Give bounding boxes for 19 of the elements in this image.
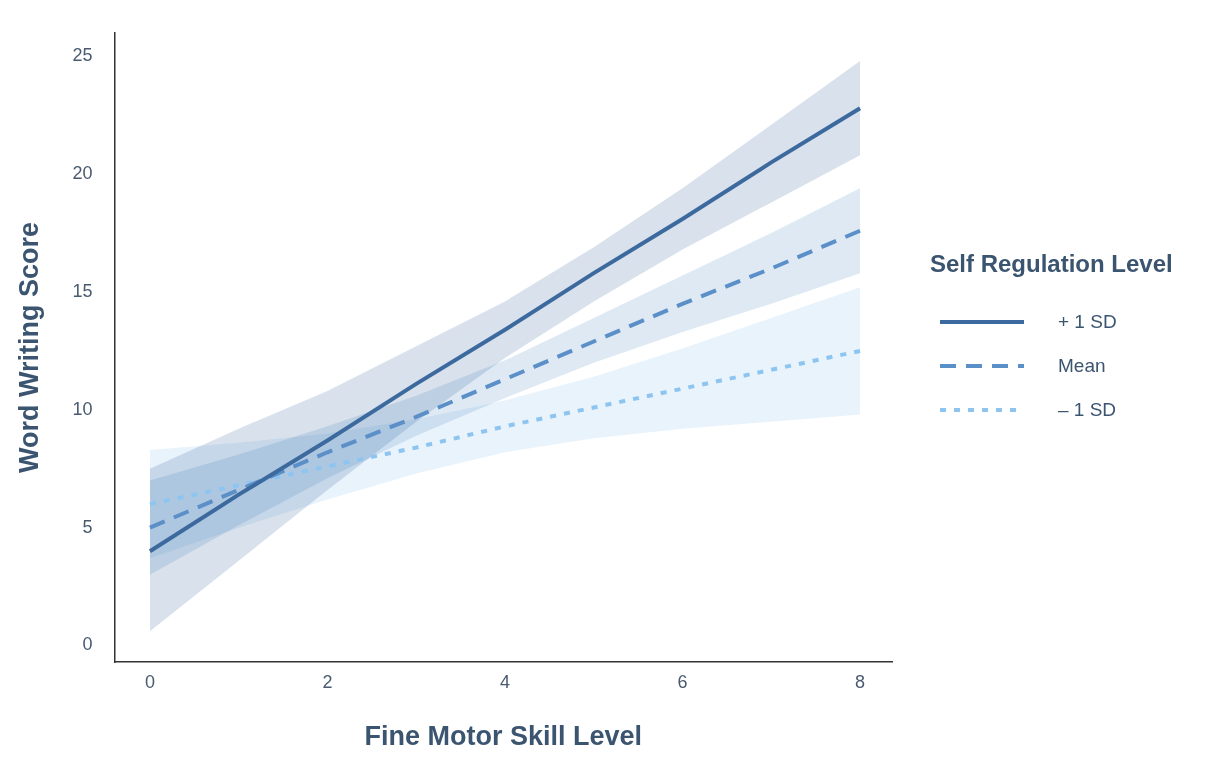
y-tick-label: 25 — [72, 45, 93, 66]
y-axis-title: Word Writing Score — [13, 221, 44, 473]
x-tick-label: 0 — [144, 671, 155, 692]
legend-title: Self Regulation Level — [930, 250, 1173, 278]
x-tick-label: 8 — [855, 671, 866, 692]
line-series — [147, 228, 863, 530]
line-series — [147, 348, 863, 507]
x-tick-label: 6 — [677, 671, 688, 692]
y-tick-label: 10 — [72, 398, 93, 419]
legend-label: Mean — [1058, 355, 1106, 377]
x-axis-title: Fine Motor Skill Level — [364, 721, 642, 752]
y-tick-label: 20 — [72, 163, 93, 184]
legend-label: – 1 SD — [1058, 399, 1117, 421]
y-tick-label: 0 — [82, 634, 93, 655]
y-tick-label: 5 — [82, 516, 93, 537]
y-tick-label: 15 — [72, 280, 93, 301]
x-tick-label: 2 — [322, 671, 333, 692]
x-tick-label: 4 — [499, 671, 510, 692]
legend-label: + 1 SD — [1058, 311, 1117, 333]
